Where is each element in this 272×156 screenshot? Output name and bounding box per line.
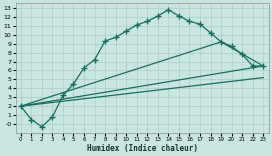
X-axis label: Humidex (Indice chaleur): Humidex (Indice chaleur) [86,144,197,153]
